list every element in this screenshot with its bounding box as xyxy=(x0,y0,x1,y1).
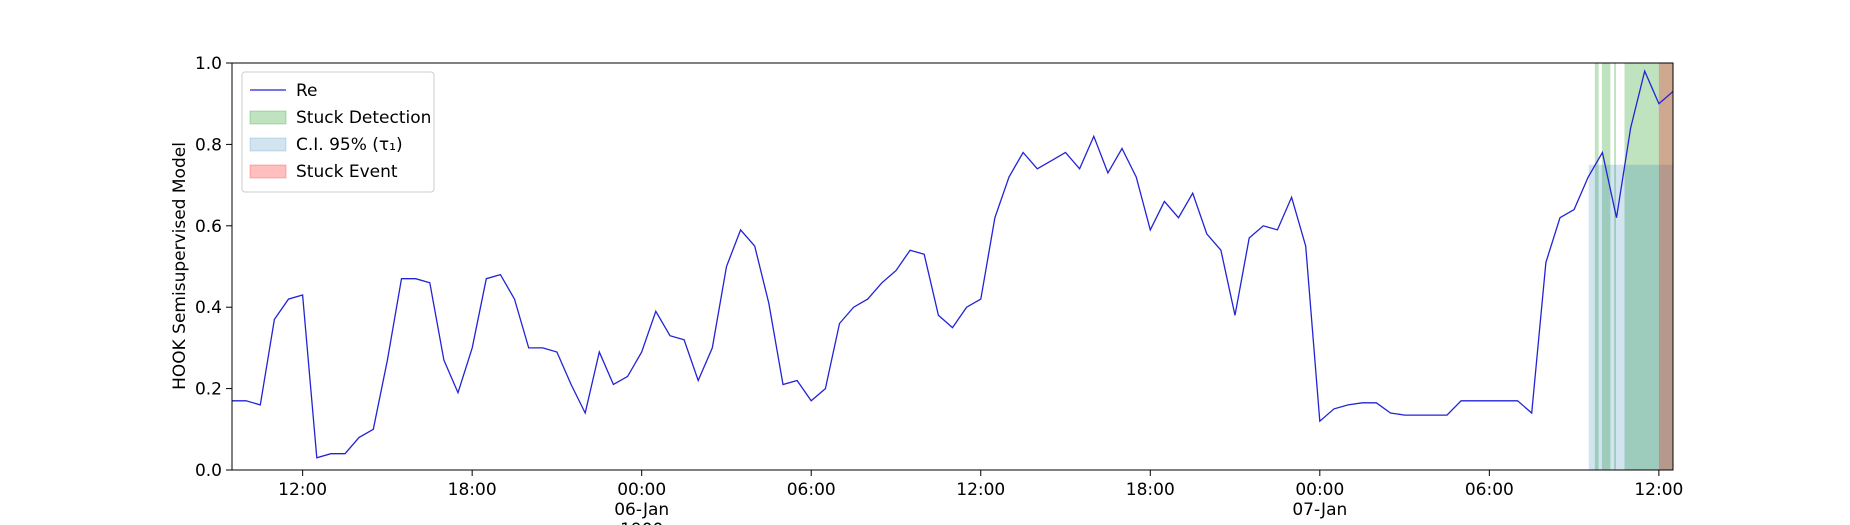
legend-patch xyxy=(249,137,287,152)
legend-patch xyxy=(249,164,287,179)
x-tick-label: 12:00 xyxy=(956,480,1005,500)
span xyxy=(1624,63,1673,470)
x-tick-label: 06:00 xyxy=(1465,480,1514,500)
legend-label: Stuck Event xyxy=(296,162,398,182)
legend-frame xyxy=(241,71,435,193)
x-tick-label: 12:00 xyxy=(1634,480,1683,500)
span xyxy=(1614,63,1617,470)
x-tick-label: 06:00 xyxy=(787,480,836,500)
legend: Re Stuck Detection C.I. 95% (τ₁) Stuck Even… xyxy=(241,71,435,193)
span xyxy=(1601,63,1611,470)
x-tick-label: 18:00 xyxy=(1126,480,1175,500)
span xyxy=(1588,164,1673,470)
y-tick-label: 1.0 xyxy=(195,54,222,74)
span xyxy=(1594,63,1599,470)
x-tick-label: 18:00 xyxy=(448,480,497,500)
legend-label: Stuck Detection xyxy=(296,108,431,128)
legend-label: C.I. 95% (τ₁) xyxy=(296,135,403,155)
y-axis-label: HOOK Semisupervised Model xyxy=(170,142,190,390)
x-tick-label: 12:00 xyxy=(278,480,327,500)
y-tick-label: 0.8 xyxy=(195,135,222,155)
legend-patch xyxy=(249,110,287,125)
y-tick-label: 0.6 xyxy=(195,217,222,237)
y-tick-label: 0.4 xyxy=(195,298,222,318)
plot-frame xyxy=(231,62,1674,471)
x-tick-label: 00:00 07-Jan xyxy=(1292,480,1347,520)
data-line xyxy=(232,69,1674,459)
legend-label: Re xyxy=(296,81,318,101)
y-tick-label: 0.2 xyxy=(195,380,222,400)
span xyxy=(1658,63,1673,470)
y-tick-label: 0.0 xyxy=(195,461,222,481)
